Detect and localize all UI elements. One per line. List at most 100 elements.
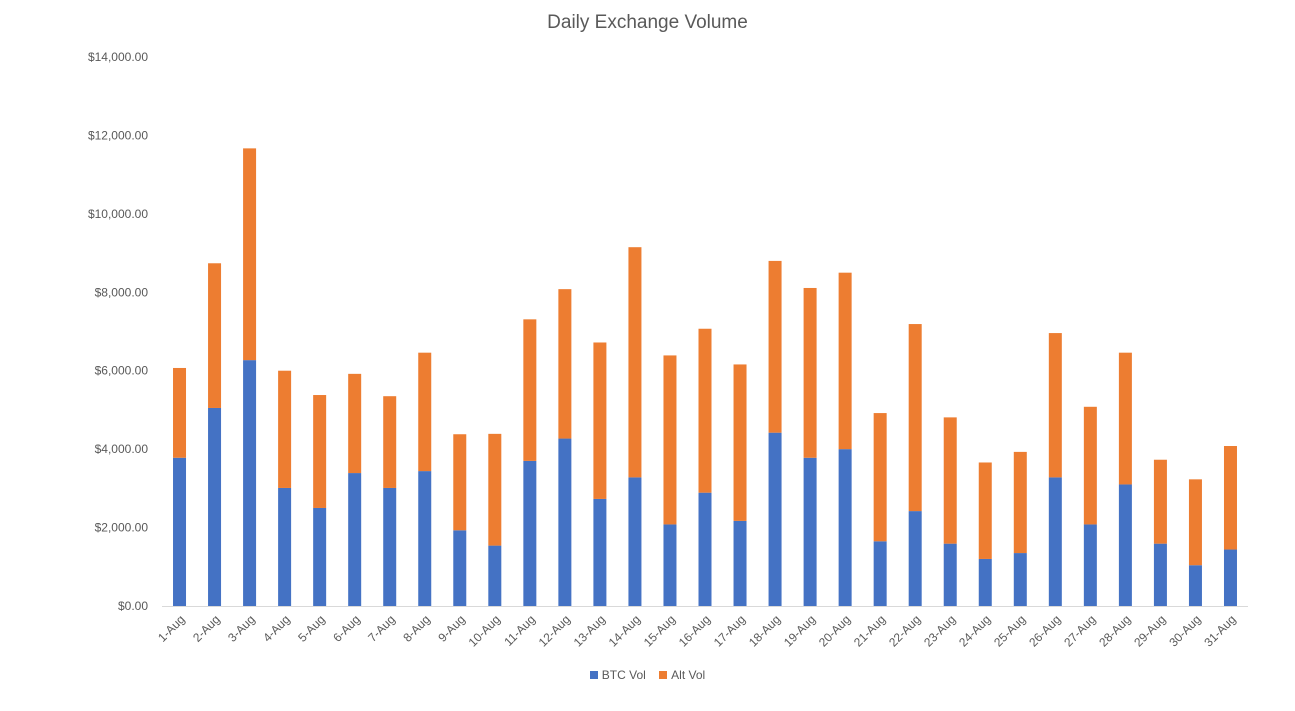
bar-segment-btc bbox=[1118, 484, 1132, 606]
bar-segment-btc bbox=[1048, 477, 1062, 606]
x-tick-label: 24-Aug bbox=[956, 612, 993, 649]
x-tick-label: 17-Aug bbox=[711, 612, 748, 649]
bar-segment-alt bbox=[628, 247, 642, 478]
bar-segment-alt bbox=[243, 148, 257, 361]
bar-segment-btc bbox=[418, 471, 432, 606]
bar-segment-alt bbox=[1048, 333, 1062, 478]
bar-segment-btc bbox=[1188, 565, 1202, 606]
bar-segment-alt bbox=[803, 287, 817, 458]
bar-segment-btc bbox=[698, 492, 712, 606]
x-tick-label: 6-Aug bbox=[330, 612, 363, 645]
bar-segment-btc bbox=[173, 457, 187, 606]
x-tick-label: 26-Aug bbox=[1026, 612, 1063, 649]
bar-segment-btc bbox=[663, 524, 677, 606]
y-tick-label: $14,000.00 bbox=[88, 50, 148, 64]
bar-segment-alt bbox=[733, 364, 747, 521]
x-tick-label: 16-Aug bbox=[676, 612, 713, 649]
bar-segment-alt bbox=[978, 462, 992, 559]
bar-segment-btc bbox=[873, 541, 887, 606]
x-tick-label: 27-Aug bbox=[1061, 612, 1098, 649]
bar-segment-alt bbox=[418, 352, 432, 472]
bar-segment-btc bbox=[243, 360, 257, 606]
x-tick-label: 8-Aug bbox=[400, 612, 433, 645]
x-tick-label: 4-Aug bbox=[260, 612, 293, 645]
x-tick-label: 3-Aug bbox=[225, 612, 258, 645]
bar-segment-alt bbox=[663, 355, 677, 525]
bar-segment-btc bbox=[943, 543, 957, 606]
bar-segment-btc bbox=[313, 507, 327, 606]
bar-segment-alt bbox=[558, 289, 572, 439]
x-tick-label: 31-Aug bbox=[1201, 612, 1238, 649]
bar-segment-alt bbox=[208, 263, 222, 408]
bar-segment-alt bbox=[173, 367, 187, 458]
bar-segment-btc bbox=[838, 449, 852, 606]
bar-segment-alt bbox=[523, 319, 537, 461]
bar-segment-alt bbox=[838, 272, 852, 450]
x-tick-label: 25-Aug bbox=[991, 612, 1028, 649]
bar-segment-alt bbox=[768, 260, 782, 433]
x-tick-label: 21-Aug bbox=[851, 612, 888, 649]
legend-swatch-btc bbox=[589, 671, 598, 679]
x-tick-label: 1-Aug bbox=[155, 612, 188, 645]
bar-segment-alt bbox=[1223, 446, 1237, 550]
bar-segment-btc bbox=[558, 438, 572, 606]
x-tick-label: 14-Aug bbox=[606, 612, 643, 649]
y-tick-label: $6,000.00 bbox=[95, 364, 149, 378]
chart-title: Daily Exchange Volume bbox=[547, 12, 748, 33]
legend-item-alt: Alt Vol bbox=[659, 668, 705, 682]
bar-segment-btc bbox=[978, 558, 992, 606]
bar-segment-btc bbox=[1083, 524, 1097, 606]
bar-segment-alt bbox=[908, 324, 922, 512]
bars bbox=[173, 148, 1237, 606]
x-tick-label: 12-Aug bbox=[536, 612, 573, 649]
y-tick-label: $4,000.00 bbox=[95, 442, 149, 456]
y-tick-label: $8,000.00 bbox=[95, 285, 149, 299]
bar-segment-btc bbox=[453, 530, 467, 606]
x-tick-label: 28-Aug bbox=[1096, 612, 1133, 649]
x-tick-label: 30-Aug bbox=[1166, 612, 1203, 649]
bar-segment-btc bbox=[523, 460, 537, 606]
bar-segment-alt bbox=[1083, 406, 1097, 525]
legend-label-alt: Alt Vol bbox=[671, 668, 706, 682]
legend-item-btc: BTC Vol bbox=[589, 668, 646, 682]
bar-segment-alt bbox=[1188, 479, 1202, 566]
y-tick-label: $2,000.00 bbox=[95, 521, 149, 535]
x-tick-label: 9-Aug bbox=[435, 612, 468, 645]
bar-segment-alt bbox=[1153, 459, 1167, 544]
y-axis: $0.00 $2,000.00 $4,000.00 $6,000.00 $8,000.0… bbox=[88, 50, 148, 613]
bar-segment-btc bbox=[803, 457, 817, 606]
bar-segment-btc bbox=[1223, 549, 1237, 606]
x-tick-label: 29-Aug bbox=[1131, 612, 1168, 649]
bar-segment-btc bbox=[348, 473, 362, 606]
bar-segment-btc bbox=[278, 487, 292, 606]
bar-segment-alt bbox=[383, 396, 397, 488]
x-tick-label: 18-Aug bbox=[746, 612, 783, 649]
x-tick-label: 2-Aug bbox=[190, 612, 223, 645]
bar-segment-alt bbox=[278, 370, 292, 488]
legend-label-btc: BTC Vol bbox=[601, 668, 646, 682]
x-tick-label: 10-Aug bbox=[466, 612, 503, 649]
bar-segment-alt bbox=[1013, 451, 1027, 554]
x-tick-label: 11-Aug bbox=[501, 612, 538, 649]
x-tick-label: 23-Aug bbox=[921, 612, 958, 649]
bar-segment-alt bbox=[348, 373, 362, 474]
legend-swatch-alt bbox=[659, 671, 668, 679]
bar-segment-btc bbox=[383, 487, 397, 606]
x-tick-label: 22-Aug bbox=[886, 612, 923, 649]
x-tick-label: 7-Aug bbox=[365, 612, 398, 645]
bar-segment-btc bbox=[208, 407, 222, 606]
bar-segment-btc bbox=[733, 520, 747, 606]
bar-segment-alt bbox=[1118, 352, 1132, 485]
x-axis: 1-Aug 2-Aug 3-Aug 4-Aug 5-Aug 6-Aug 7-Aug 8-Aug… bbox=[155, 612, 1239, 649]
y-tick-label: $0.00 bbox=[118, 599, 148, 613]
bar-segment-alt bbox=[873, 413, 887, 542]
x-tick-label: 5-Aug bbox=[295, 612, 328, 645]
bar-segment-alt bbox=[453, 434, 467, 531]
x-tick-label: 19-Aug bbox=[781, 612, 818, 649]
y-tick-label: $10,000.00 bbox=[88, 207, 148, 221]
bar-segment-btc bbox=[628, 477, 642, 606]
x-tick-label: 20-Aug bbox=[816, 612, 853, 649]
x-tick-label: 15-Aug bbox=[641, 612, 678, 649]
legend: BTC Vol Alt Vol bbox=[0, 668, 1295, 682]
bar-segment-btc bbox=[1013, 553, 1027, 606]
